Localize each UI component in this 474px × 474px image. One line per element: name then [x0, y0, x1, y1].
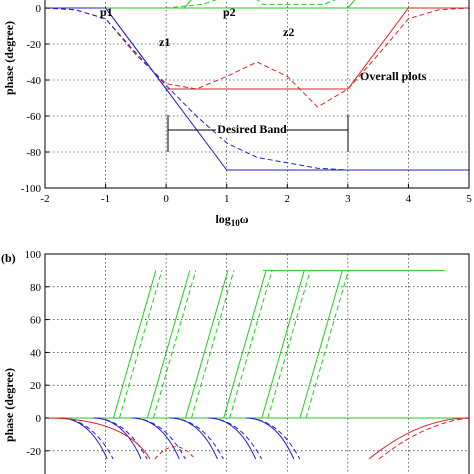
annotation-overall-plots: Overall plots	[360, 69, 427, 83]
panel-b-green-rise-dash-1	[152, 270, 197, 419]
panel-b-ytick-label: 40	[30, 347, 42, 359]
annotation-p2: p2	[223, 5, 236, 19]
panel-b-blue-curve-dash-4	[211, 417, 263, 460]
panel-b-green-rise-dash-2	[191, 270, 235, 419]
panel-a-axes-box	[44, 0, 470, 189]
panel-a-ytick-label: -80	[26, 147, 41, 159]
panel-a-ylabel: phase (degree)	[2, 21, 16, 95]
panel-b-red-curve-right	[368, 417, 470, 460]
panel-a-grid	[45, 0, 469, 188]
panel-b-green-rise-dash-0	[118, 270, 163, 419]
panel-b-green-rise-1	[146, 270, 191, 419]
panel-a-series-line-5	[44, 7, 470, 108]
panel-a-y-ticks: 0 -20 -40 -60 -80 -100	[21, 3, 49, 195]
panel-b-green-rise-4	[261, 270, 305, 419]
panel-a-ytick-label: -100	[21, 183, 42, 195]
panel-a-ytick-label: -40	[26, 75, 41, 87]
panel-b-axes-box	[44, 253, 470, 474]
panel-b-red-curve-left	[44, 417, 151, 460]
panel-b-green-rise-dash-5	[305, 270, 349, 419]
annotation-p1: p1	[100, 5, 113, 19]
panel-b-ytick-label: 80	[30, 282, 42, 294]
panel-b-ytick-label: -20	[26, 446, 41, 458]
panel-b-blue-curve-dash-3	[173, 417, 224, 460]
panel-b-green-rise-3	[223, 270, 267, 419]
panel-a-xtick-label: -2	[40, 193, 49, 205]
panel-b-grid	[45, 254, 469, 474]
panel-b-ylabel: phase (degree)	[2, 368, 16, 442]
panel-b-ytick-label: 0	[36, 413, 42, 425]
panel-b-series	[44, 269, 470, 460]
panel-b-blue-curve-dash-2	[135, 417, 186, 460]
panel-a-xtick-label: 3	[345, 193, 351, 205]
panel-a-ytick-label: -20	[26, 39, 41, 51]
panel-a-xtick-label: 2	[285, 193, 291, 205]
panel-b-red-curve-right-dash	[378, 417, 470, 460]
annotation-desired-band: Desired Band	[217, 122, 287, 136]
panel-a-series-line-7	[44, 7, 469, 171]
panel-b-green-rise-dash-4	[267, 270, 311, 419]
panel-a-xtick-label: 1	[224, 193, 230, 205]
panel-a-xtick-label: 0	[163, 193, 169, 205]
annotation-z1: z1	[159, 35, 170, 49]
panel-b-label: (b)	[1, 251, 16, 265]
panel-b-green-rise-5	[299, 270, 343, 419]
panel-b-blue-curve-dash-5	[249, 417, 301, 460]
panel-b-blue-curve-dash-1	[97, 417, 148, 460]
annotation-z2: z2	[283, 25, 294, 39]
panel-a-xlabel: log10ω	[215, 212, 248, 228]
panel-a-ytick-label: 0	[36, 3, 42, 15]
panel-a-ytick-label: -60	[26, 111, 41, 123]
panel-a-xtick-label: 4	[406, 193, 412, 205]
panel-b-ytick-label: 60	[30, 315, 42, 327]
panel-b-chart: (b) 100 80 60 40 20 0 -20 phase (degree)	[1, 249, 470, 474]
panel-a-series-line-1	[183, 0, 192, 9]
panel-a-x-ticks: -2 -1 0 1 2 3 4 5	[40, 184, 472, 205]
panel-b-green-rise-2	[185, 270, 229, 419]
panel-b-ytick-label: 20	[30, 380, 42, 392]
panel-b-red-curve-mid	[154, 446, 196, 460]
panel-a-series	[44, 0, 470, 171]
panel-b-green-rise-dash-3	[229, 270, 273, 419]
panel-b-blue-curve-dash-0	[63, 417, 114, 460]
panel-a-xtick-label: 5	[466, 193, 472, 205]
panel-b-ytick-label: 100	[25, 249, 42, 261]
desired-band-bracket	[167, 115, 349, 152]
panel-a-series-line-2	[347, 0, 356, 9]
panel-b-green-rise-0	[112, 270, 157, 419]
panel-a-chart: -2 -1 0 1 2 3 4 5 0 -20 -40 -60 -80 -100 phase (degr…	[2, 0, 472, 228]
panel-b-y-ticks: 100 80 60 40 20 0 -20	[25, 249, 49, 458]
panel-a-xtick-label: -1	[101, 193, 110, 205]
